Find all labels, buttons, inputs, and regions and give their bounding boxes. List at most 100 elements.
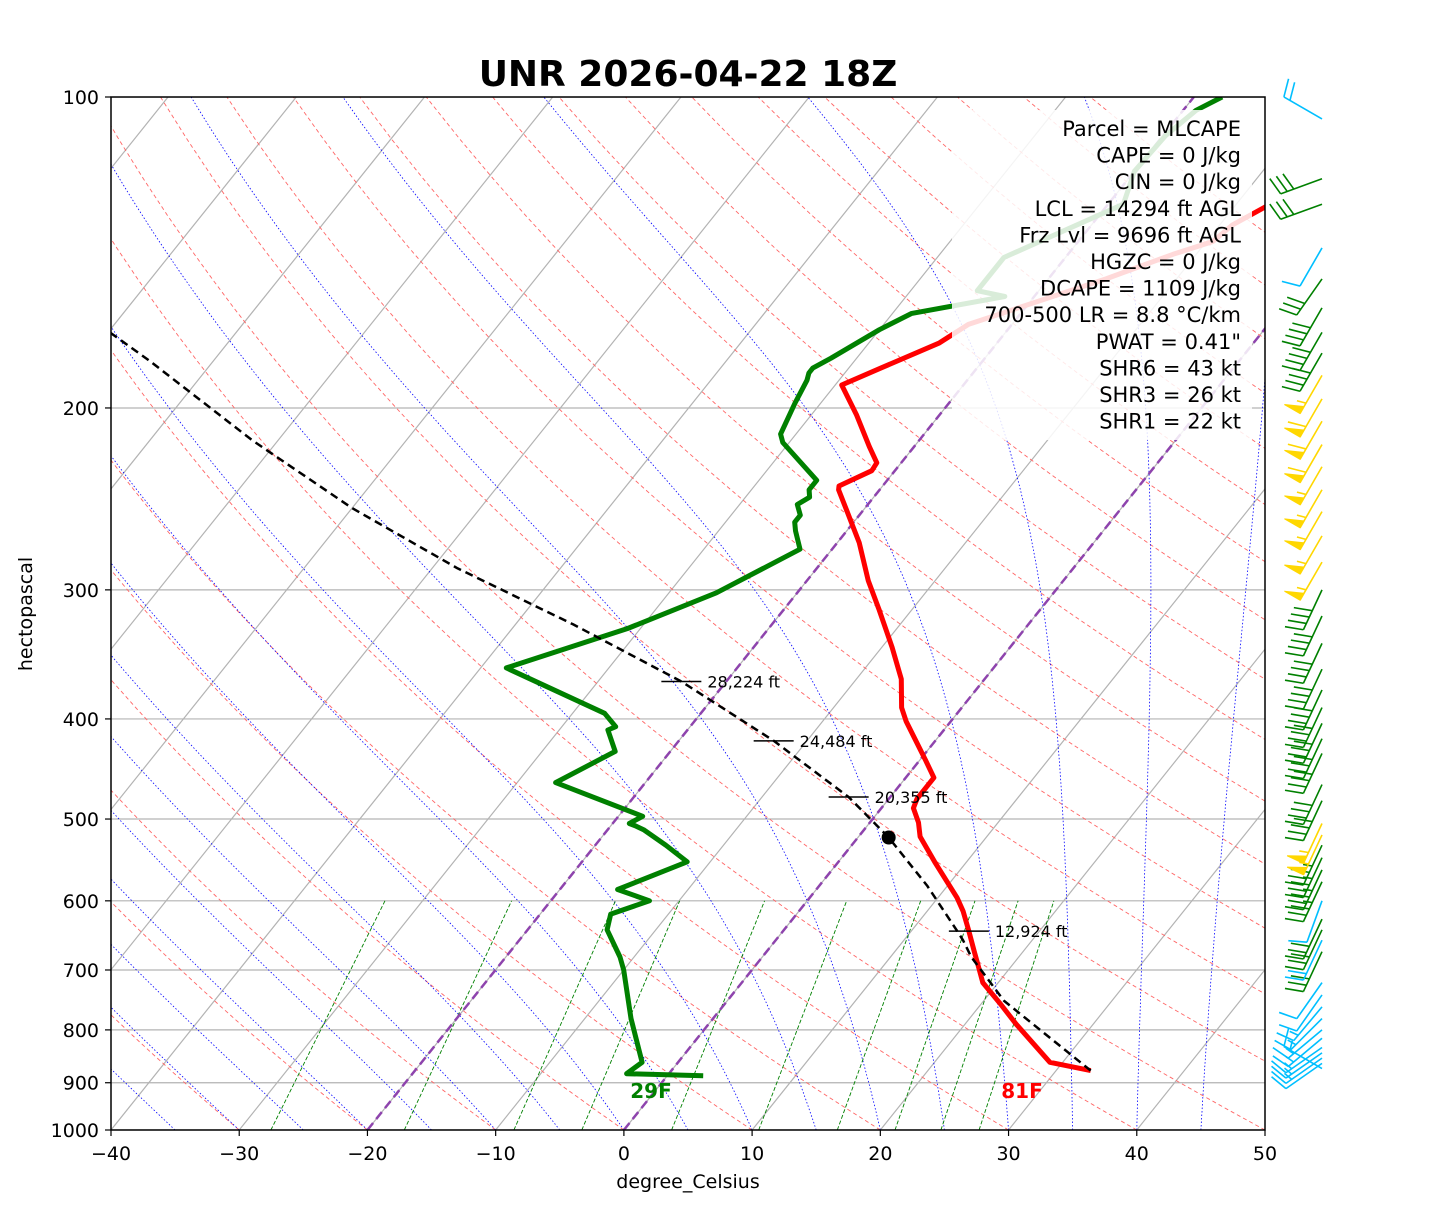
barb-full — [1293, 740, 1313, 746]
wind-barb — [1288, 900, 1323, 943]
dry-adiabat-line — [111, 238, 1138, 1130]
wind-barb — [1284, 857, 1323, 899]
moist-adiabat-line — [111, 654, 561, 1130]
barb-half — [1289, 1030, 1299, 1036]
barb-full — [1288, 352, 1308, 360]
barb-full — [1290, 905, 1310, 910]
surface-temperature-label: 81F — [1001, 1079, 1043, 1103]
barb-full — [1282, 302, 1302, 310]
barb-full — [1293, 660, 1313, 666]
stats-line: PWAT = 0.41" — [1096, 330, 1241, 354]
barb-full — [1287, 466, 1307, 474]
barb-full — [1284, 679, 1304, 685]
wind-barb — [1284, 753, 1323, 795]
barb-full — [1287, 737, 1307, 742]
barb-full — [1287, 981, 1307, 986]
barb-full — [1290, 746, 1310, 752]
barb-full — [1287, 783, 1307, 788]
surface-labels: 29F 81F — [630, 1079, 1043, 1103]
x-axis-ticks: −40 −30 −20 −10 0 10 20 30 40 50 — [91, 1130, 1277, 1165]
mixing-ratio-line — [978, 900, 1055, 1130]
x-axis-label: degree_Celsius — [616, 1171, 759, 1193]
barb-staff — [1302, 800, 1323, 841]
x-tick-label: 40 — [1125, 1143, 1149, 1165]
barb-staff — [1302, 784, 1323, 825]
stats-line: CIN = 0 J/kg — [1115, 170, 1241, 194]
wind-barb — [1269, 198, 1323, 221]
barb-full — [1288, 328, 1308, 335]
barb-staff — [1280, 203, 1323, 221]
barb-staff — [1302, 589, 1323, 631]
wind-barb — [1284, 589, 1323, 631]
wind-barb — [1281, 332, 1323, 372]
barb-half — [1296, 514, 1307, 519]
stats-background — [952, 110, 1252, 440]
stats-line: CAPE = 0 J/kg — [1096, 144, 1241, 168]
dry-adiabat-line — [111, 569, 753, 1130]
barb-full — [1293, 770, 1313, 776]
barb-staff — [1302, 707, 1323, 748]
freezing-isotherm-line — [622, 326, 1265, 1130]
barb-full — [1290, 730, 1310, 736]
moist-adiabat-line — [111, 735, 496, 1130]
barb-staff — [1302, 918, 1323, 960]
y-tick-label: 700 — [63, 960, 99, 982]
barb-full — [1293, 801, 1313, 807]
x-tick-label: 10 — [740, 1143, 764, 1165]
dry-adiabat-line — [111, 901, 368, 1130]
barb-staff — [1283, 1045, 1323, 1070]
barb-flag — [1284, 518, 1305, 529]
stats-line: Frz Lvl = 9696 ft AGL — [1019, 223, 1241, 247]
barb-full — [1290, 666, 1310, 672]
stats-line: SHR1 = 22 kt — [1099, 410, 1241, 434]
barb-full — [1293, 606, 1313, 612]
barb-staff — [1285, 1062, 1323, 1090]
barb-half — [1299, 850, 1309, 854]
mixing-ratio-line — [836, 900, 922, 1130]
dry-adiabats — [111, 97, 1265, 1130]
wind-barb — [1284, 707, 1323, 749]
moist-adiabat-line — [111, 562, 625, 1130]
wind-barb — [1284, 784, 1323, 826]
barb-full — [1290, 942, 1310, 948]
barb-full — [1272, 1046, 1289, 1059]
wind-barb — [1278, 994, 1323, 1032]
barb-full — [1287, 753, 1307, 758]
isotherm-line — [238, 97, 1067, 1130]
barb-half — [1296, 491, 1307, 496]
barb-full — [1278, 1011, 1298, 1020]
stats-line: DCAPE = 1109 J/kg — [1040, 277, 1241, 301]
y-tick-label: 900 — [63, 1073, 99, 1095]
stats-line: LCL = 14294 ft AGL — [1035, 197, 1242, 221]
wind-barbs — [1269, 78, 1323, 1090]
isotherm-line — [111, 97, 938, 1130]
dry-adiabat-line — [558, 97, 1265, 680]
wind-barb — [1286, 834, 1323, 876]
barb-full — [1287, 887, 1307, 893]
barb-full — [1281, 340, 1301, 347]
wind-barb — [1286, 823, 1323, 865]
wind-barb — [1284, 489, 1323, 529]
barb-full — [1284, 905, 1304, 911]
barb-full — [1285, 379, 1304, 386]
barb-staff — [1299, 352, 1323, 392]
dry-adiabat-line — [111, 349, 1009, 1130]
barb-full — [1288, 939, 1308, 943]
barb-full — [1290, 974, 1310, 980]
moist-adiabat-line — [342, 97, 945, 1130]
wind-barb — [1284, 668, 1323, 710]
barb-full — [1284, 652, 1304, 657]
barb-staff — [1296, 278, 1323, 316]
y-tick-label: 1000 — [51, 1120, 99, 1142]
barb-staff — [1299, 247, 1323, 287]
barb-half — [1287, 1039, 1297, 1046]
wind-barb — [1284, 723, 1323, 765]
barb-flag — [1286, 855, 1308, 865]
barb-full — [1293, 755, 1313, 761]
wind-barb — [1269, 173, 1323, 195]
barb-full — [1284, 743, 1304, 749]
barb-full — [1287, 959, 1307, 965]
barb-full — [1290, 881, 1310, 886]
barb-full — [1284, 759, 1304, 765]
